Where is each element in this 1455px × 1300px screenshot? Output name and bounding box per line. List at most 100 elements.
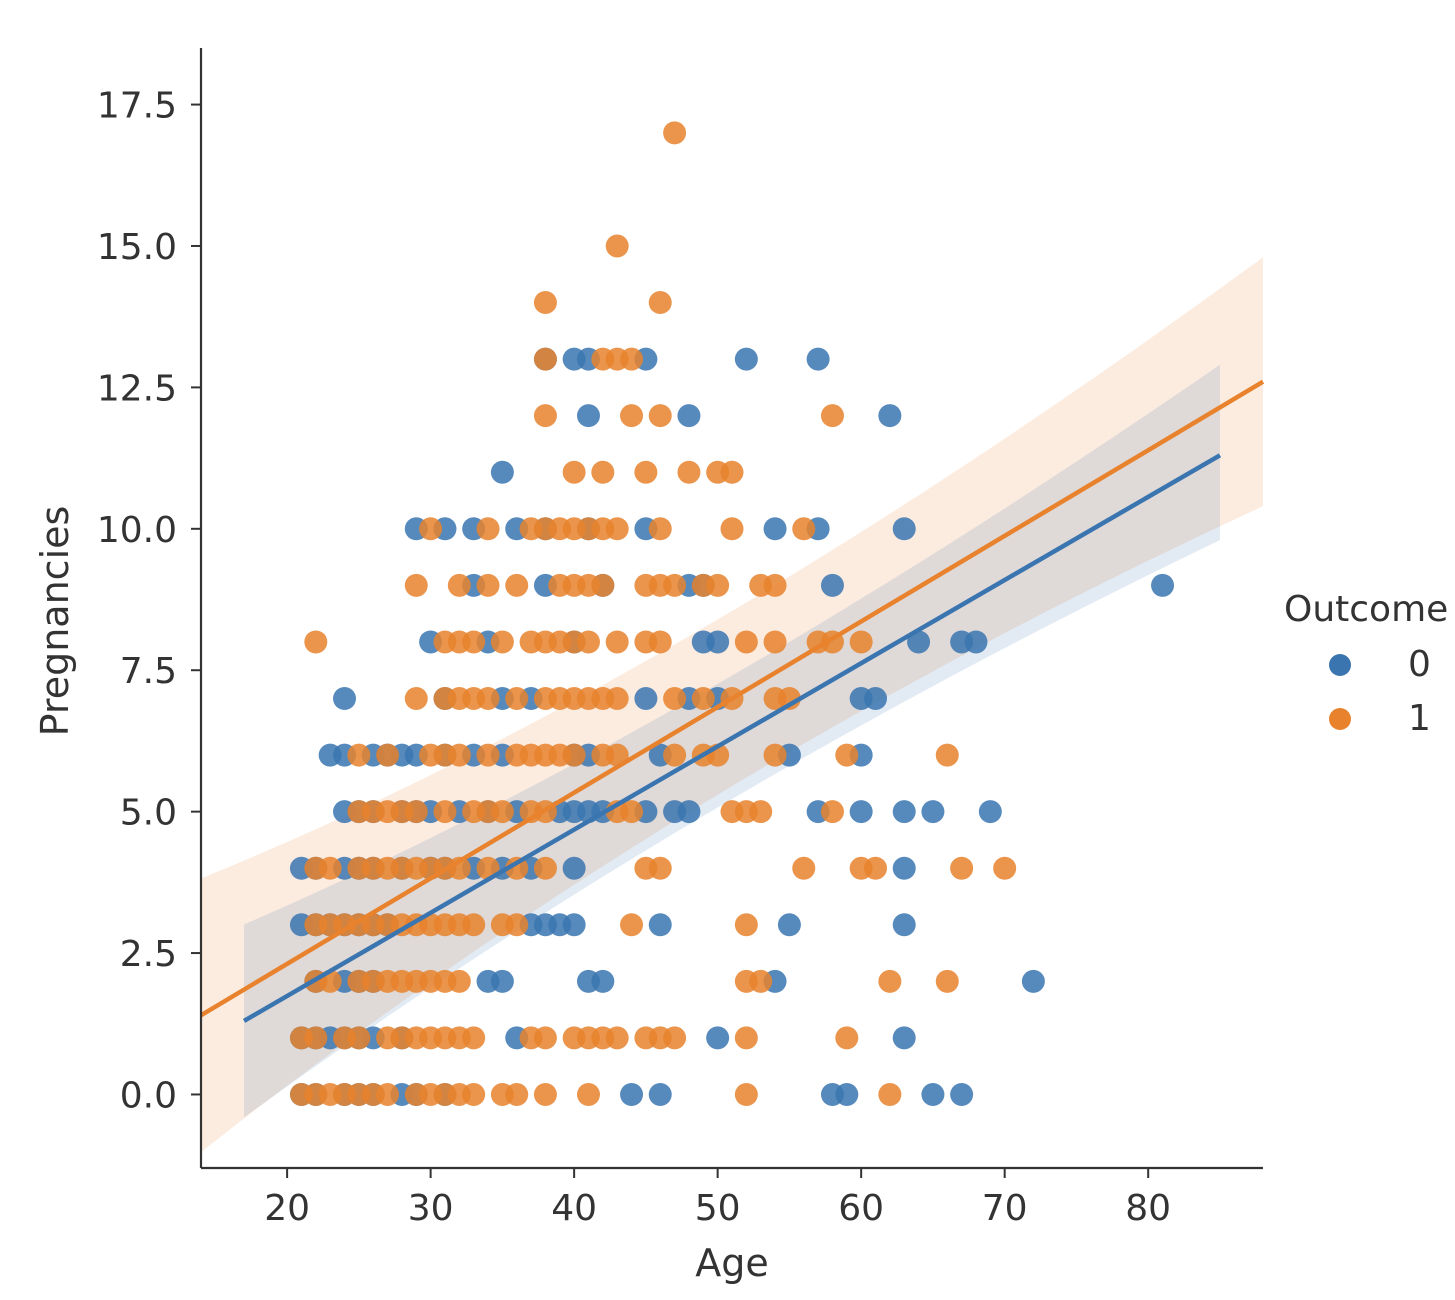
point-outcome-0 [849, 800, 873, 824]
point-outcome-1 [706, 573, 730, 597]
y-tick-label: 2.5 [120, 934, 177, 975]
point-outcome-0 [892, 913, 916, 937]
point-outcome-1 [663, 121, 687, 145]
point-outcome-0 [820, 573, 844, 597]
point-outcome-1 [663, 573, 687, 597]
point-outcome-1 [663, 743, 687, 767]
point-outcome-0 [763, 517, 787, 541]
point-outcome-1 [605, 743, 629, 767]
point-outcome-1 [734, 630, 758, 654]
point-outcome-1 [648, 291, 672, 315]
point-outcome-1 [476, 743, 500, 767]
point-outcome-1 [533, 404, 557, 428]
point-outcome-1 [605, 1026, 629, 1050]
point-outcome-1 [505, 856, 529, 880]
point-outcome-1 [462, 1026, 486, 1050]
point-outcome-0 [677, 404, 701, 428]
point-outcome-1 [304, 630, 328, 654]
point-outcome-1 [749, 969, 773, 993]
point-outcome-1 [849, 630, 873, 654]
point-outcome-1 [404, 687, 428, 711]
x-tick-label: 80 [1125, 1188, 1171, 1229]
point-outcome-1 [462, 1082, 486, 1106]
point-outcome-0 [921, 1082, 945, 1106]
x-tick-label: 30 [408, 1188, 454, 1229]
point-outcome-0 [777, 913, 801, 937]
point-outcome-1 [505, 913, 529, 937]
point-outcome-1 [648, 404, 672, 428]
point-outcome-1 [490, 800, 514, 824]
legend-marker-0 [1329, 654, 1351, 676]
point-outcome-1 [620, 913, 644, 937]
point-outcome-1 [763, 573, 787, 597]
point-outcome-0 [892, 517, 916, 541]
point-outcome-1 [404, 573, 428, 597]
regression-line-1 [199, 379, 1265, 1018]
point-outcome-1 [505, 1082, 529, 1106]
x-tick-label: 60 [838, 1188, 884, 1229]
point-outcome-1 [878, 969, 902, 993]
point-outcome-1 [763, 630, 787, 654]
point-outcome-0 [620, 1082, 644, 1106]
point-outcome-1 [620, 800, 644, 824]
point-outcome-1 [376, 743, 400, 767]
point-outcome-1 [576, 630, 600, 654]
regression-line-0 [242, 453, 1222, 1023]
point-outcome-1 [533, 347, 557, 371]
y-tick-label: 0.0 [120, 1075, 177, 1116]
point-outcome-1 [605, 517, 629, 541]
y-tick-label: 12.5 [97, 368, 177, 409]
point-outcome-0 [562, 913, 586, 937]
point-outcome-1 [648, 856, 672, 880]
point-outcome-1 [533, 291, 557, 315]
point-outcome-0 [648, 1082, 672, 1106]
point-outcome-1 [749, 800, 773, 824]
legend-title: Outcome [1284, 589, 1448, 630]
point-outcome-1 [620, 347, 644, 371]
point-outcome-1 [763, 743, 787, 767]
regression-lines [199, 379, 1265, 1023]
point-outcome-1 [663, 687, 687, 711]
point-outcome-1 [490, 630, 514, 654]
point-outcome-1 [562, 743, 586, 767]
point-outcome-1 [447, 969, 471, 993]
point-outcome-1 [505, 687, 529, 711]
point-outcome-0 [648, 913, 672, 937]
point-outcome-1 [404, 800, 428, 824]
point-outcome-1 [562, 460, 586, 484]
point-outcome-1 [347, 743, 371, 767]
legend: Outcome 0 1 [1284, 589, 1448, 739]
x-tick-label: 50 [695, 1188, 741, 1229]
point-outcome-0 [907, 630, 931, 654]
point-outcome-1 [820, 404, 844, 428]
point-outcome-1 [605, 234, 629, 258]
x-axis-title: Age [695, 1241, 769, 1285]
point-outcome-1 [318, 856, 342, 880]
point-outcome-0 [864, 687, 888, 711]
point-outcome-1 [376, 1082, 400, 1106]
point-outcome-1 [648, 630, 672, 654]
point-outcome-1 [734, 913, 758, 937]
point-outcome-0 [921, 800, 945, 824]
point-outcome-1 [677, 460, 701, 484]
y-tick-label: 5.0 [120, 793, 177, 834]
x-tick-label: 40 [551, 1188, 597, 1229]
point-outcome-1 [447, 743, 471, 767]
point-outcome-0 [706, 630, 730, 654]
point-outcome-1 [634, 460, 658, 484]
point-outcome-0 [892, 1026, 916, 1050]
point-outcome-1 [591, 573, 615, 597]
point-outcome-0 [978, 800, 1002, 824]
point-outcome-0 [892, 800, 916, 824]
point-outcome-0 [1151, 573, 1175, 597]
point-outcome-0 [677, 800, 701, 824]
point-outcome-0 [490, 460, 514, 484]
point-outcome-1 [304, 1026, 328, 1050]
legend-marker-1 [1329, 708, 1351, 730]
point-outcome-1 [950, 856, 974, 880]
point-outcome-1 [663, 1026, 687, 1050]
point-outcome-1 [433, 800, 457, 824]
point-outcome-1 [720, 460, 744, 484]
point-outcome-0 [878, 404, 902, 428]
